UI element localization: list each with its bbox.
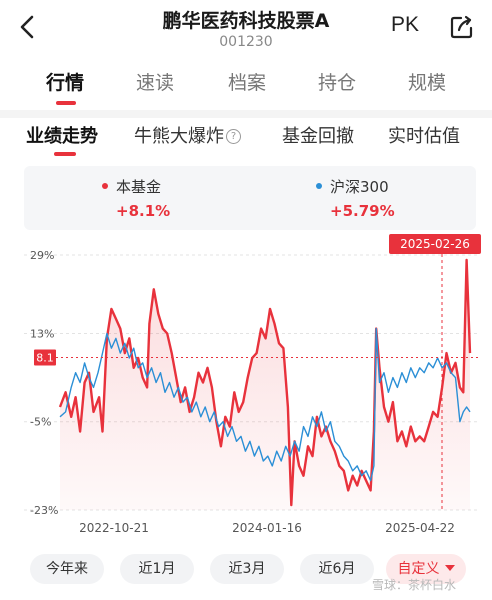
x-tick-label: 2025-04-22 [385, 521, 455, 535]
index-legend-name: 沪深300 [330, 178, 389, 196]
index-series-line [59, 327, 471, 482]
help-icon[interactable]: ? [226, 129, 241, 144]
fund-return-value: +8.1% [116, 202, 171, 220]
watermark: 雪球：茶杯白水 [372, 578, 457, 592]
highlight-date-badge: 2025-02-26 [389, 234, 481, 254]
y-tick-label: -5% [30, 416, 51, 429]
fund-series-line [58, 258, 472, 507]
range-3m-button[interactable]: 近3月 [210, 554, 284, 584]
header: 鹏华医药科技股票A 001230 PK [0, 0, 492, 60]
fund-legend-name: 本基金 [116, 178, 162, 196]
fund-area-fill [60, 259, 470, 510]
range-1m-button[interactable]: 近1月 [120, 554, 194, 584]
range-custom-label: 自定义 [397, 561, 440, 577]
range-selector: 今年来 近1月 近3月 近6月 自定义 [0, 554, 492, 588]
main-tabs: 行情 速读 档案 持仓 规模 [0, 68, 492, 108]
subtab-drawdown[interactable]: 基金回撤 [282, 126, 354, 147]
index-legend-dot [316, 183, 322, 189]
subtab-bull-bear-label: 牛熊大爆炸 [134, 126, 224, 147]
sub-tabs: 业绩走势 牛熊大爆炸? 基金回撤 实时估值 [0, 122, 492, 154]
range-custom-button[interactable]: 自定义 [386, 554, 466, 584]
tab-guimo[interactable]: 规模 [408, 72, 447, 94]
subtab-bull-bear[interactable]: 牛熊大爆炸? [134, 122, 241, 148]
range-6m-button[interactable]: 近6月 [300, 554, 374, 584]
subtab-realtime-valuation[interactable]: 实时估值 [388, 126, 460, 147]
current-value-badge [34, 349, 56, 366]
fund-code: 001230 [219, 34, 273, 50]
chart-legend: 本基金 +8.1% 沪深300 +5.79% [24, 166, 476, 230]
performance-chart[interactable]: 29% 13% -5% -23% 2022-10-21 2024-01-16 2025-04… [0, 232, 492, 552]
section-divider [0, 110, 492, 118]
pk-button[interactable]: PK [391, 13, 420, 36]
active-tab-indicator [56, 101, 76, 105]
fund-legend-dot [102, 183, 108, 189]
subtab-performance[interactable]: 业绩走势 [26, 126, 98, 147]
current-value-label: 8.1 [36, 351, 54, 364]
y-tick-label: -23% [30, 504, 58, 517]
chevron-left-icon[interactable] [14, 12, 42, 42]
tab-dangan[interactable]: 档案 [228, 72, 267, 94]
x-tick-label: 2022-10-21 [79, 521, 149, 535]
share-icon[interactable] [449, 14, 475, 40]
page-title: 鹏华医药科技股票A [162, 10, 330, 32]
y-tick-label: 29% [30, 249, 54, 262]
x-tick-label: 2024-01-16 [232, 521, 302, 535]
tab-chicang[interactable]: 持仓 [318, 72, 357, 94]
y-tick-label: 13% [30, 327, 54, 340]
index-return-value: +5.79% [330, 202, 395, 220]
tab-hangqing[interactable]: 行情 [46, 72, 85, 94]
range-ytd-button[interactable]: 今年来 [30, 554, 104, 584]
active-subtab-indicator [54, 152, 76, 156]
tab-sudu[interactable]: 速读 [136, 72, 175, 94]
caret-down-icon [444, 565, 455, 571]
